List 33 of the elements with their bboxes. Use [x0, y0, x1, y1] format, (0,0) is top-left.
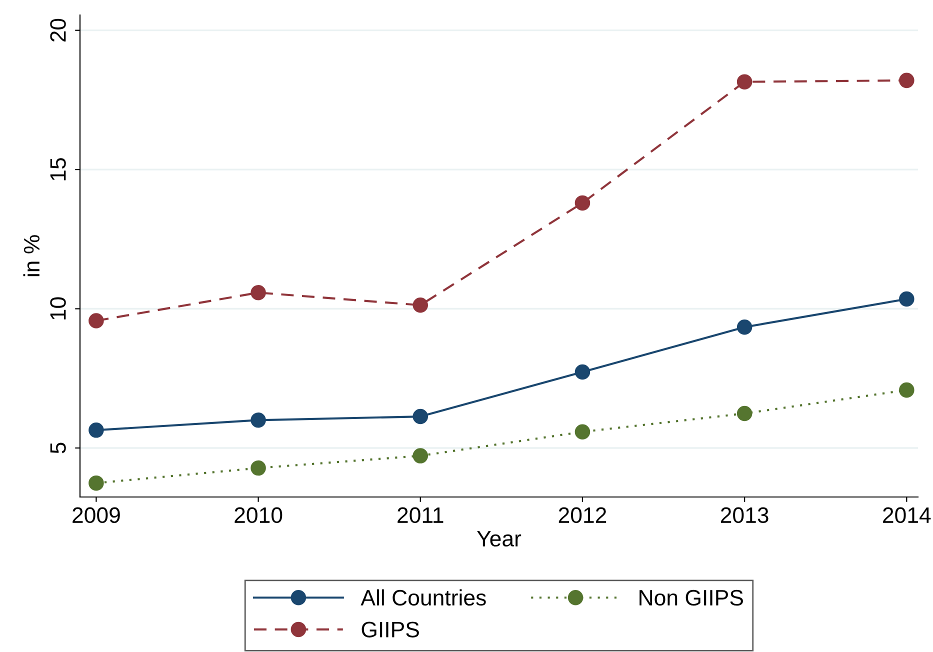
legend-label: All Countries [360, 589, 486, 606]
point [250, 412, 266, 428]
point [88, 313, 104, 328]
point [412, 448, 428, 464]
x-tick-label: 2009 [72, 507, 120, 524]
point [250, 460, 266, 476]
x-axis-title: Year [477, 531, 522, 547]
y-tick-label: 5 [50, 442, 66, 454]
point [88, 422, 104, 438]
point [88, 475, 104, 491]
x-tick-label: 2011 [398, 507, 444, 524]
point [736, 406, 752, 422]
x-tick-label: 2014 [883, 507, 931, 524]
x-tick-label: 2012 [558, 507, 606, 524]
point [412, 408, 428, 424]
point [899, 382, 914, 398]
y-tick-label: 10 [50, 297, 66, 320]
y-tick-label: 15 [50, 158, 66, 180]
x-tick-label: 2013 [720, 507, 768, 524]
y-axis-title: in % [23, 235, 40, 276]
point [250, 284, 266, 300]
y-tick-label: 20 [50, 18, 66, 42]
x-tick-label: 2010 [234, 507, 282, 524]
point [574, 424, 590, 440]
point [412, 298, 428, 313]
point [736, 320, 752, 335]
point [574, 364, 590, 380]
legend-label: GIIPS [362, 622, 419, 638]
point [899, 72, 914, 88]
point [899, 291, 914, 307]
point [736, 74, 752, 90]
legend-label: Non GIIPS [640, 590, 743, 606]
point [574, 195, 590, 211]
